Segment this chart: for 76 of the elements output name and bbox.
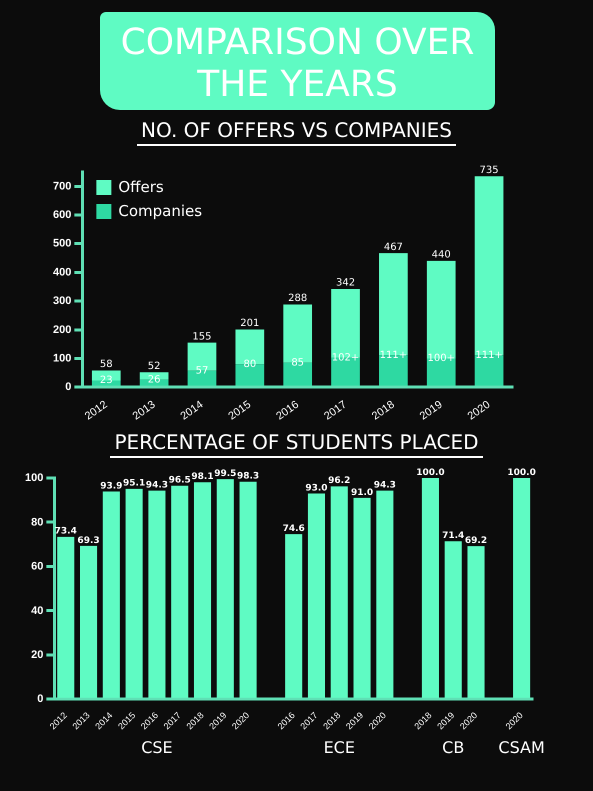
data-label: 100.0 bbox=[416, 468, 445, 478]
total-label: 288 bbox=[288, 293, 308, 304]
data-label: 71.4 bbox=[442, 531, 464, 542]
data-label: 94.3 bbox=[146, 480, 168, 490]
total-label: 342 bbox=[336, 278, 356, 289]
data-label: 96.5 bbox=[168, 476, 191, 486]
data-label: 96.2 bbox=[328, 476, 350, 486]
bar bbox=[102, 491, 120, 698]
bar bbox=[285, 534, 302, 698]
bar bbox=[194, 482, 212, 698]
y-tick-label: 100 bbox=[24, 472, 44, 484]
bar bbox=[216, 479, 234, 698]
bar bbox=[330, 486, 348, 698]
bar bbox=[126, 488, 143, 698]
total-label: 440 bbox=[432, 250, 451, 261]
y-tick-label: 0 bbox=[65, 381, 72, 394]
data-label: 98.3 bbox=[236, 472, 260, 482]
data-label: 95.1 bbox=[123, 478, 146, 489]
chart-subtitle: NO. OF OFFERS VS COMPANIES bbox=[137, 118, 456, 146]
data-label: 85 bbox=[291, 357, 304, 368]
data-label: 99.5 bbox=[214, 468, 236, 479]
y-tick-label: 80 bbox=[31, 516, 44, 528]
text: CSAM bbox=[498, 738, 545, 758]
data-label: 93.0 bbox=[305, 483, 328, 494]
y-tick-label: 400 bbox=[52, 266, 72, 278]
bar bbox=[308, 493, 326, 698]
text: CB bbox=[442, 738, 464, 758]
bar bbox=[171, 486, 188, 698]
y-tick-label: 200 bbox=[52, 324, 72, 336]
data-label: 23 bbox=[100, 375, 113, 386]
chart-title: PERCENTAGE OF STUDENTS PLACED bbox=[110, 430, 483, 458]
y-tick-label: 600 bbox=[52, 209, 72, 222]
bar bbox=[422, 478, 439, 698]
data-label: 74.6 bbox=[282, 524, 305, 534]
bar bbox=[354, 498, 371, 698]
data-label: 111+ bbox=[475, 350, 503, 361]
total-label: 467 bbox=[384, 242, 403, 253]
bar bbox=[80, 546, 98, 698]
text: CSE bbox=[141, 738, 173, 758]
data-label: 93.9 bbox=[100, 481, 122, 492]
bar bbox=[57, 536, 74, 698]
data-label: 57 bbox=[196, 365, 208, 376]
bar bbox=[444, 541, 462, 698]
bar bbox=[467, 546, 485, 698]
total-label: 58 bbox=[100, 359, 113, 370]
data-label: 80 bbox=[243, 358, 256, 370]
y-tick-label: 40 bbox=[31, 604, 44, 617]
y-tick-label: 700 bbox=[52, 180, 72, 192]
legend-label: Offers bbox=[118, 178, 164, 196]
total-label: 201 bbox=[240, 318, 260, 330]
bar bbox=[240, 482, 257, 698]
y-tick-label: 300 bbox=[52, 295, 72, 308]
data-label: 91.0 bbox=[350, 488, 374, 498]
data-label: 98.1 bbox=[191, 472, 214, 482]
bar bbox=[148, 490, 166, 698]
y-tick-label: 60 bbox=[31, 560, 44, 573]
y-tick-label: 100 bbox=[52, 352, 72, 364]
data-label: 111+ bbox=[380, 350, 408, 361]
total-label: 735 bbox=[480, 164, 499, 176]
total-label: 52 bbox=[148, 360, 160, 372]
total-label: 155 bbox=[192, 331, 212, 342]
y-tick-label: 20 bbox=[31, 648, 44, 661]
data-label: 102+ bbox=[332, 352, 360, 364]
data-label: 94.3 bbox=[374, 480, 396, 490]
text: ECE bbox=[324, 738, 355, 758]
data-label: 26 bbox=[148, 374, 160, 386]
bar bbox=[376, 490, 394, 698]
data-label: 100.0 bbox=[507, 468, 536, 478]
data-label: 69.2 bbox=[464, 536, 488, 546]
chart-title: COMPARISON OVER THE YEARS bbox=[120, 22, 476, 106]
bar bbox=[513, 478, 530, 698]
y-tick-label: 0 bbox=[37, 693, 44, 706]
data-label: 100+ bbox=[427, 353, 455, 364]
data-label: 69.3 bbox=[77, 536, 100, 546]
legend-label: Companies bbox=[118, 202, 202, 220]
y-tick-label: 500 bbox=[52, 238, 72, 250]
